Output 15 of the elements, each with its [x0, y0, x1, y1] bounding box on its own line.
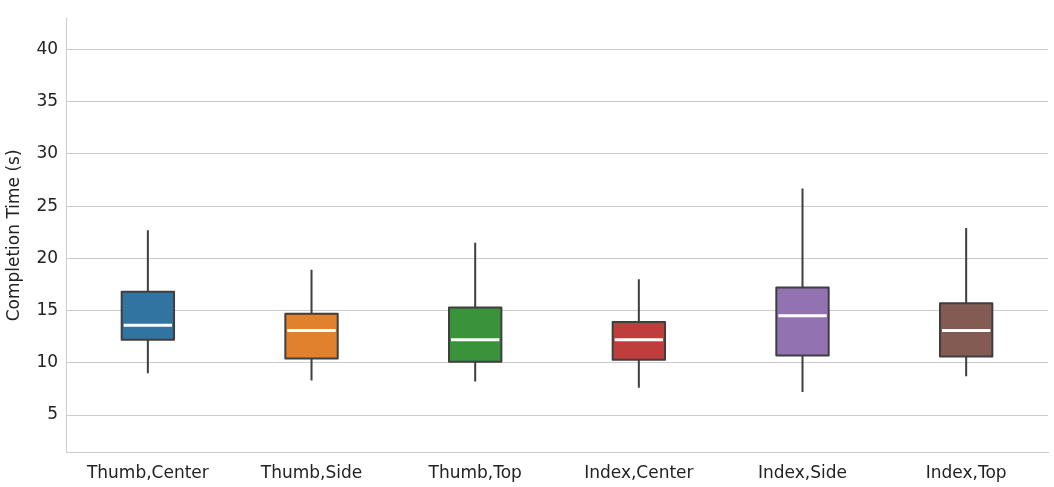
x-tick-label: Index,Side	[758, 462, 847, 483]
x-tick-label: Thumb,Side	[259, 462, 363, 483]
x-tick-label: Index,Top	[925, 462, 1007, 483]
y-tick-label: 15	[36, 299, 59, 320]
y-tick-label: 20	[36, 246, 59, 267]
y-axis-title: Completion Time (s)	[2, 149, 23, 322]
y-tick-label: 35	[36, 90, 59, 111]
y-tick-label: 40	[36, 37, 59, 58]
y-tick-label: 10	[36, 351, 59, 372]
x-tick-label: Index,Center	[584, 462, 694, 483]
y-tick-label: 25	[36, 194, 59, 215]
y-tick-label: 30	[36, 142, 59, 163]
x-tick-label: Thumb,Center	[85, 462, 209, 483]
x-tick-label: Thumb,Top	[427, 462, 522, 483]
y-tick-label: 5	[47, 403, 59, 424]
